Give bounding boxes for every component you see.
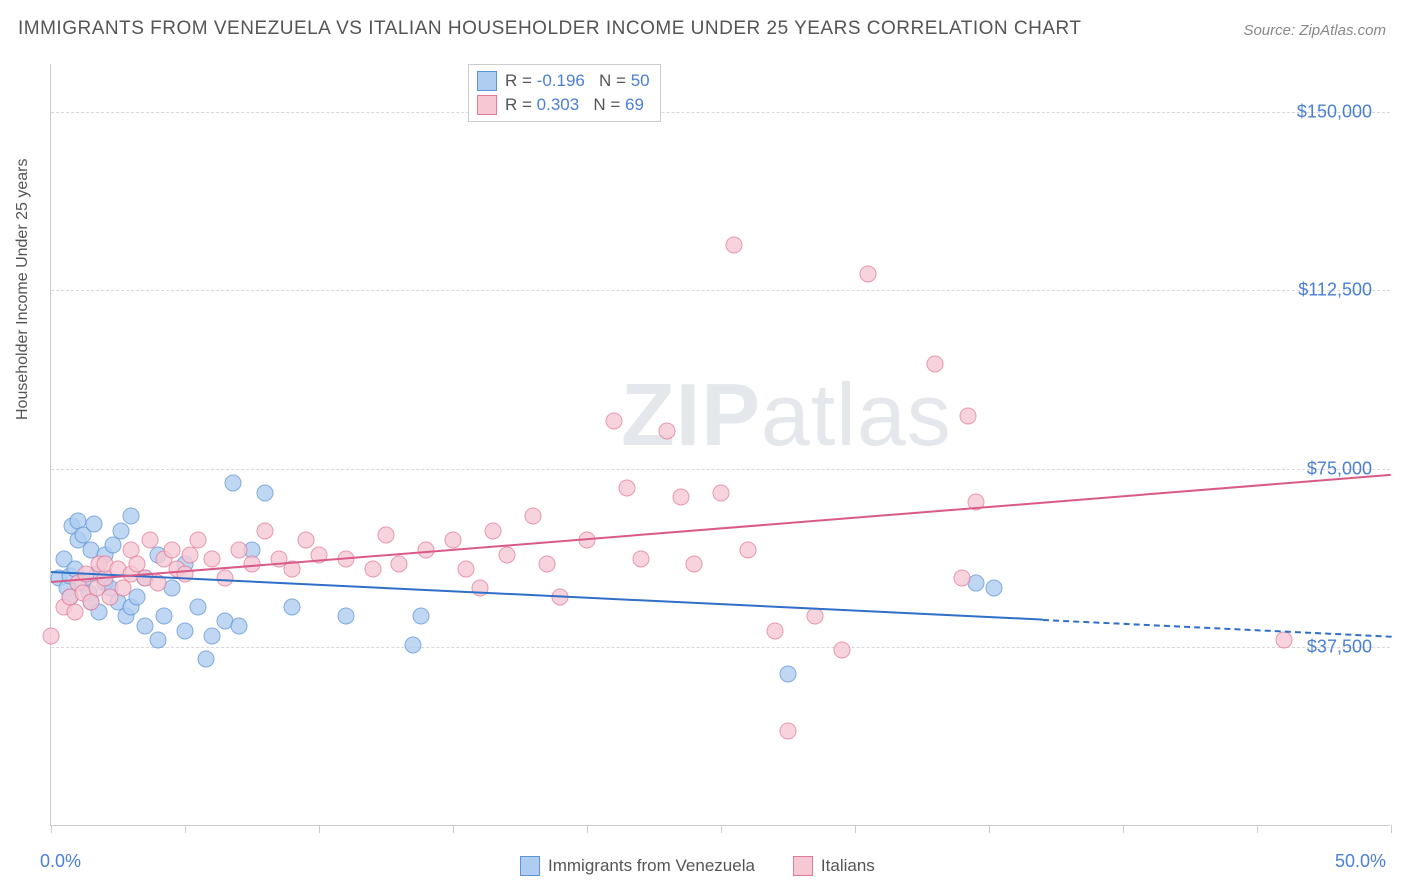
x-axis-max-label: 50.0% [1335,851,1386,872]
data-point [142,532,159,549]
data-point [954,570,971,587]
swatch-series-1 [477,71,497,91]
data-point [458,560,475,577]
data-point [632,551,649,568]
data-point [155,608,172,625]
data-point [391,556,408,573]
legend-item-2: Italians [793,856,875,876]
scatter-plot-area: ZIPatlas $37,500$75,000$112,500$150,000 [50,64,1390,826]
data-point [284,598,301,615]
data-point [485,522,502,539]
data-point [780,722,797,739]
data-point [412,608,429,625]
legend-label-1: Immigrants from Venezuela [548,856,755,876]
data-point [230,541,247,558]
data-point [445,532,462,549]
data-point [378,527,395,544]
data-point [959,408,976,425]
data-point [806,608,823,625]
data-point [257,484,274,501]
data-point [686,556,703,573]
data-point [927,356,944,373]
x-tick-mark [1257,825,1258,833]
data-point [659,422,676,439]
data-point [43,627,60,644]
data-point [404,637,421,654]
data-point [297,532,314,549]
legend-swatch-2 [793,856,813,876]
data-point [364,560,381,577]
data-point [190,532,207,549]
data-point [150,632,167,649]
x-tick-mark [453,825,454,833]
x-tick-mark [855,825,856,833]
x-tick-mark [721,825,722,833]
data-point [337,608,354,625]
data-point [230,617,247,634]
x-axis-min-label: 0.0% [40,851,81,872]
x-tick-mark [1391,825,1392,833]
data-point [713,484,730,501]
data-point [726,236,743,253]
x-tick-mark [1123,825,1124,833]
trend-line [1043,619,1391,638]
chart-title: IMMIGRANTS FROM VENEZUELA VS ITALIAN HOU… [18,18,1082,40]
data-point [619,479,636,496]
data-point [190,598,207,615]
legend: Immigrants from Venezuela Italians [520,856,875,876]
data-point [833,641,850,658]
y-tick-label: $112,500 [1298,280,1372,301]
data-point [525,508,542,525]
data-point [498,546,515,563]
x-tick-mark [587,825,588,833]
legend-label-2: Italians [821,856,875,876]
data-point [538,556,555,573]
data-point [112,522,129,539]
n-value-2: 69 [625,95,644,114]
gridline [51,290,1390,291]
data-point [672,489,689,506]
legend-swatch-1 [520,856,540,876]
watermark-text: ZIPatlas [621,364,952,466]
y-tick-label: $37,500 [1307,637,1372,658]
x-tick-mark [989,825,990,833]
data-point [986,579,1003,596]
data-point [605,413,622,430]
data-point [198,651,215,668]
gridline [51,647,1390,648]
legend-item-1: Immigrants from Venezuela [520,856,755,876]
data-point [225,475,242,492]
x-tick-mark [51,825,52,833]
stats-row-series-2: R = 0.303 N = 69 [477,93,650,117]
data-point [67,603,84,620]
data-point [739,541,756,558]
swatch-series-2 [477,95,497,115]
data-point [257,522,274,539]
data-point [203,551,220,568]
data-point [177,622,194,639]
x-tick-mark [185,825,186,833]
r-value-1: -0.196 [537,71,585,90]
data-point [766,622,783,639]
data-point [860,265,877,282]
x-tick-mark [319,825,320,833]
y-axis-title: Householder Income Under 25 years [14,159,32,420]
source-attribution: Source: ZipAtlas.com [1243,22,1386,39]
stats-row-series-1: R = -0.196 N = 50 [477,69,650,93]
data-point [163,541,180,558]
data-point [85,515,102,532]
correlation-stats-box: R = -0.196 N = 50 R = 0.303 N = 69 [468,64,661,122]
data-point [136,617,153,634]
y-tick-label: $150,000 [1297,101,1372,122]
r-value-2: 0.303 [537,95,580,114]
n-value-1: 50 [631,71,650,90]
data-point [780,665,797,682]
data-point [203,627,220,644]
gridline [51,112,1390,113]
data-point [1275,632,1292,649]
data-point [123,508,140,525]
gridline [51,469,1390,470]
